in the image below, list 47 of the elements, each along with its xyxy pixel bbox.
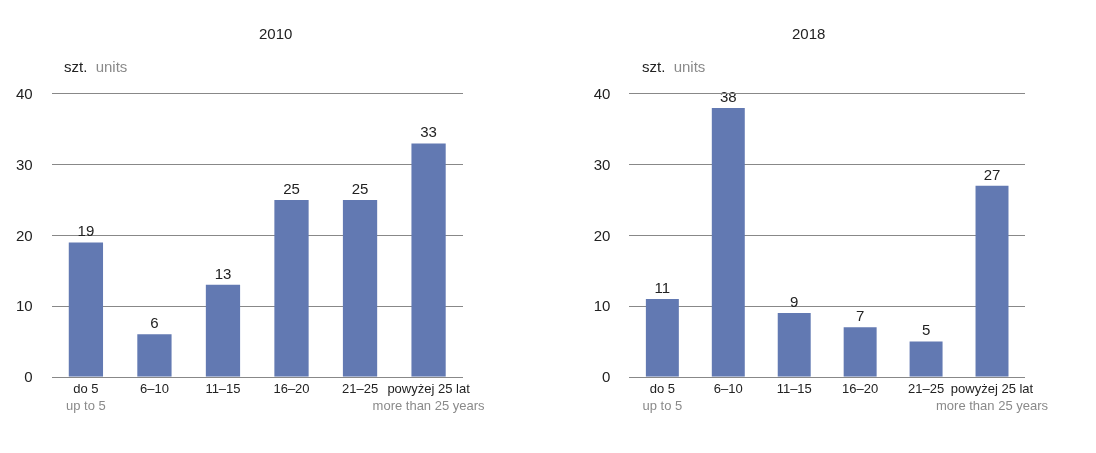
bar	[274, 199, 309, 377]
data-label: 6	[150, 314, 159, 332]
x-tick-label: 6–10	[139, 381, 169, 397]
bar	[205, 284, 241, 377]
bar	[342, 199, 378, 377]
chart-title: 2018	[792, 25, 826, 42]
y-tick-label: 20	[15, 226, 33, 244]
data-label: 13	[214, 264, 232, 282]
y-tick-label: 10	[15, 297, 33, 315]
x-tick-label: do 5 up to 5	[66, 381, 106, 414]
data-label: 9	[790, 293, 799, 311]
y-tick-label: 0	[602, 368, 611, 386]
data-label: 25	[283, 179, 300, 197]
bar	[711, 108, 745, 377]
x-tick-label: 21–25	[341, 381, 379, 397]
data-label: 11	[654, 278, 671, 296]
y-tick-label: 20	[593, 226, 611, 244]
bar	[777, 313, 811, 377]
data-label: 19	[77, 222, 95, 240]
y-tick-label: 40	[593, 85, 611, 103]
y-axis-title: szt. units	[64, 58, 128, 75]
bar	[411, 143, 446, 377]
data-label: 7	[855, 307, 865, 325]
data-label: 33	[420, 123, 437, 141]
chart-title: 2010	[259, 25, 293, 42]
y-tick-label: 0	[24, 368, 33, 386]
bar	[975, 185, 1009, 377]
x-tick-label: 16–20	[273, 381, 310, 397]
y-axis-title: szt. units	[642, 58, 706, 75]
y-tick-label: 30	[15, 155, 33, 173]
bar	[645, 298, 679, 377]
x-tick-label: 11–15	[205, 381, 241, 397]
data-label: 5	[921, 321, 931, 339]
y-tick-label: 10	[593, 297, 611, 315]
y-tick-label: 40	[15, 85, 33, 103]
x-tick-label: 11–15	[776, 381, 812, 397]
data-label: 27	[983, 165, 1001, 183]
bar	[843, 327, 877, 377]
data-label: 25	[351, 179, 369, 197]
y-tick-label: 30	[593, 155, 611, 173]
x-tick-label: 21–25	[908, 381, 945, 397]
x-tick-label: do 5 up to 5	[642, 381, 683, 414]
bar	[137, 334, 172, 377]
bar	[909, 341, 943, 377]
x-tick-label: 6–10	[713, 381, 743, 397]
bar	[68, 242, 104, 377]
x-tick-label: 16–20	[842, 381, 879, 397]
